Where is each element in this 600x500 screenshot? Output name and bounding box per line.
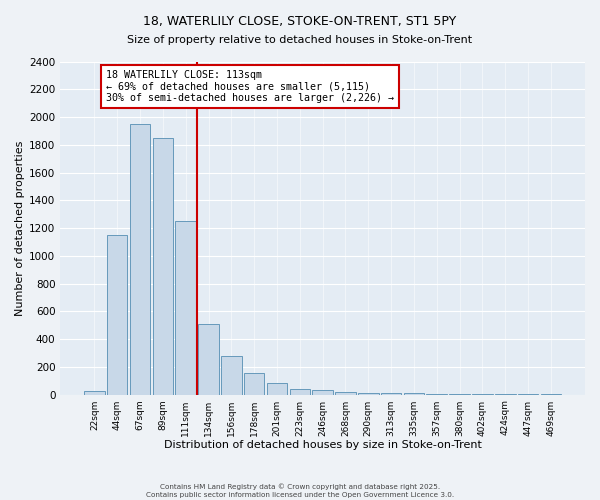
Y-axis label: Number of detached properties: Number of detached properties <box>15 140 25 316</box>
Bar <box>221 356 242 395</box>
Text: 18 WATERLILY CLOSE: 113sqm
← 69% of detached houses are smaller (5,115)
30% of s: 18 WATERLILY CLOSE: 113sqm ← 69% of deta… <box>106 70 394 103</box>
Bar <box>84 391 104 394</box>
Bar <box>175 221 196 394</box>
Bar <box>107 235 127 394</box>
Bar <box>130 124 151 394</box>
Bar <box>313 390 333 394</box>
Text: Contains HM Land Registry data © Crown copyright and database right 2025.
Contai: Contains HM Land Registry data © Crown c… <box>146 484 454 498</box>
Bar <box>290 389 310 394</box>
X-axis label: Distribution of detached houses by size in Stoke-on-Trent: Distribution of detached houses by size … <box>164 440 482 450</box>
Bar <box>267 383 287 394</box>
Bar <box>381 393 401 394</box>
Text: Size of property relative to detached houses in Stoke-on-Trent: Size of property relative to detached ho… <box>127 35 473 45</box>
Bar <box>152 138 173 394</box>
Bar <box>244 373 265 394</box>
Text: 18, WATERLILY CLOSE, STOKE-ON-TRENT, ST1 5PY: 18, WATERLILY CLOSE, STOKE-ON-TRENT, ST1… <box>143 15 457 28</box>
Bar <box>358 392 379 394</box>
Bar <box>335 392 356 394</box>
Bar <box>198 324 219 394</box>
